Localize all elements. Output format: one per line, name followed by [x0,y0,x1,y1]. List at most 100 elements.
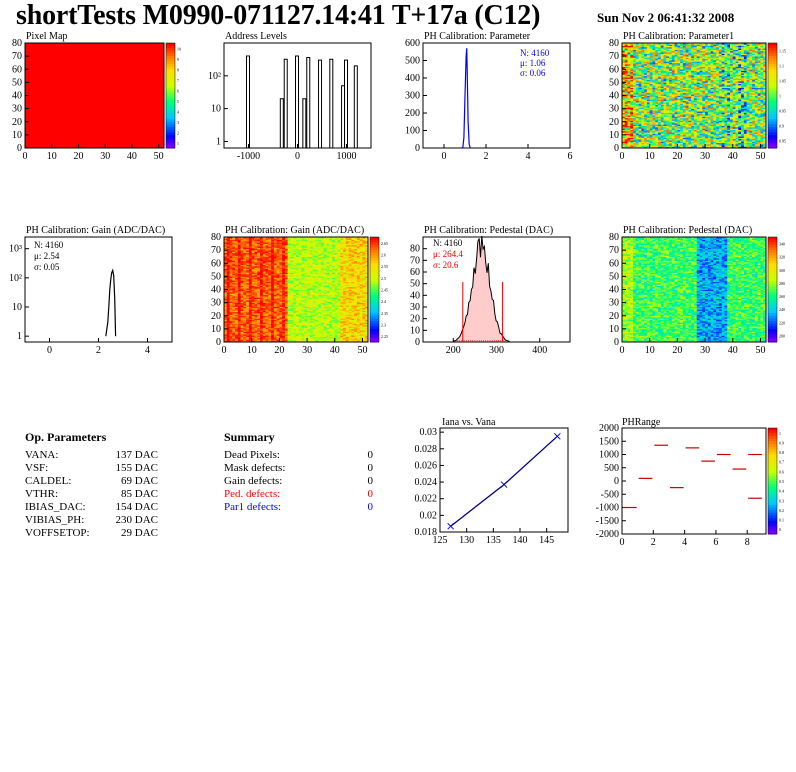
heatmap-cell [677,127,681,129]
heatmap-cell [630,106,634,108]
heatmap-cell [677,117,681,120]
y-tick-label: 10 [12,130,22,141]
heatmap-cell [671,113,675,116]
heatmap-cell [727,134,731,137]
heatmap-cell [224,264,228,267]
heatmap-cell [660,43,664,45]
heatmap-cell [652,127,656,129]
heatmap-cell [663,77,667,79]
heatmap-cell [741,64,745,66]
heatmap-cell [677,132,681,134]
heatmap-cell [633,78,637,81]
heatmap-cell [685,66,689,69]
heatmap-cell [229,324,233,327]
heatmap-cell [699,141,703,144]
heatmap-cell [685,144,689,146]
y-tick-label: 300 [405,91,420,102]
heatmap-cell [630,70,634,73]
heatmap-cell [627,111,631,113]
heatmap-cell [641,91,645,94]
heatmap-cell [685,107,689,109]
heatmap-cell [682,95,687,98]
heatmap-cell [749,66,753,69]
heatmap-cell [749,48,753,50]
y-tick-label: 70 [12,51,22,62]
heatmap-cell [655,71,659,74]
heatmap-cell [718,86,723,88]
heatmap-cell [699,121,703,124]
heatmap-cell [633,137,637,140]
stat-n: N: 4160 [34,240,64,250]
heatmap-cell [760,134,764,137]
heatmap-cell [669,96,673,99]
heatmap-cell [644,121,648,124]
heatmap-cell [721,77,725,79]
heatmap-cell [663,49,667,52]
heatmap-cell [735,44,739,46]
heatmap-cell [730,106,734,108]
heatmap-cell [677,106,681,108]
heatmap-cell [677,111,681,113]
heatmap-cell [635,123,639,125]
heatmap-cell [760,85,764,87]
heatmap-cell [730,52,734,54]
heatmap-cell [702,111,706,113]
heatmap-cell [646,115,651,117]
address-peak [318,59,323,148]
heatmap-cell [732,54,736,57]
heatmap-cell [710,127,714,129]
heatmap-cell [641,73,645,75]
heatmap-cell [743,136,747,138]
heatmap-cell [757,67,761,70]
heatmap-cell [707,88,711,91]
heatmap-cell [655,57,659,60]
heatmap-cell [721,48,725,50]
heatmap-cell [635,128,639,130]
heatmap-cell [627,73,631,75]
heatmap-cell [694,125,698,128]
heatmap-cell [641,103,645,106]
heatmap-cell [754,86,759,88]
heatmap-cell [757,104,761,107]
heatmap-cell [707,107,711,109]
heatmap-cell [652,57,656,60]
heatmap-cell [702,54,706,57]
heatmap-cell [713,77,717,79]
heatmap-cell [724,52,728,54]
heatmap-cell [694,128,698,130]
heatmap-cell [688,82,692,85]
heatmap-cell [649,125,653,128]
heatmap-cell [749,62,753,65]
heatmap-cell [738,128,742,130]
heatmap-cell [685,52,689,54]
heatmap-cell [732,87,736,90]
heatmap-cell [682,79,687,82]
heatmap-cell [707,94,711,96]
heatmap-cell [671,104,675,107]
heatmap-cell [685,120,689,123]
heatmap-cell [743,50,747,53]
heatmap-cell [630,116,634,119]
heatmap-cell [652,129,656,132]
heatmap-cell [694,74,698,77]
heatmap-cell [743,138,747,141]
heatmap-cell [718,62,723,65]
heatmap-cell [630,43,634,45]
heatmap-cell [644,43,648,45]
y-tick-label: 80 [609,38,619,49]
heatmap-cell [666,57,670,60]
heatmap-cell [649,45,653,48]
heatmap-cell [666,112,670,115]
heatmap-cell [691,81,695,83]
heatmap-cell [685,138,689,141]
heatmap-cell [743,78,747,81]
heatmap-cell [226,318,230,321]
heatmap-cell [655,107,659,109]
heatmap-cell [721,129,725,132]
heatmap-cell [713,138,717,141]
heatmap-cell [699,109,703,112]
heatmap-cell [716,77,720,79]
heatmap-cell [735,125,739,128]
heatmap-cell [749,119,753,121]
heatmap-cell [663,62,667,65]
